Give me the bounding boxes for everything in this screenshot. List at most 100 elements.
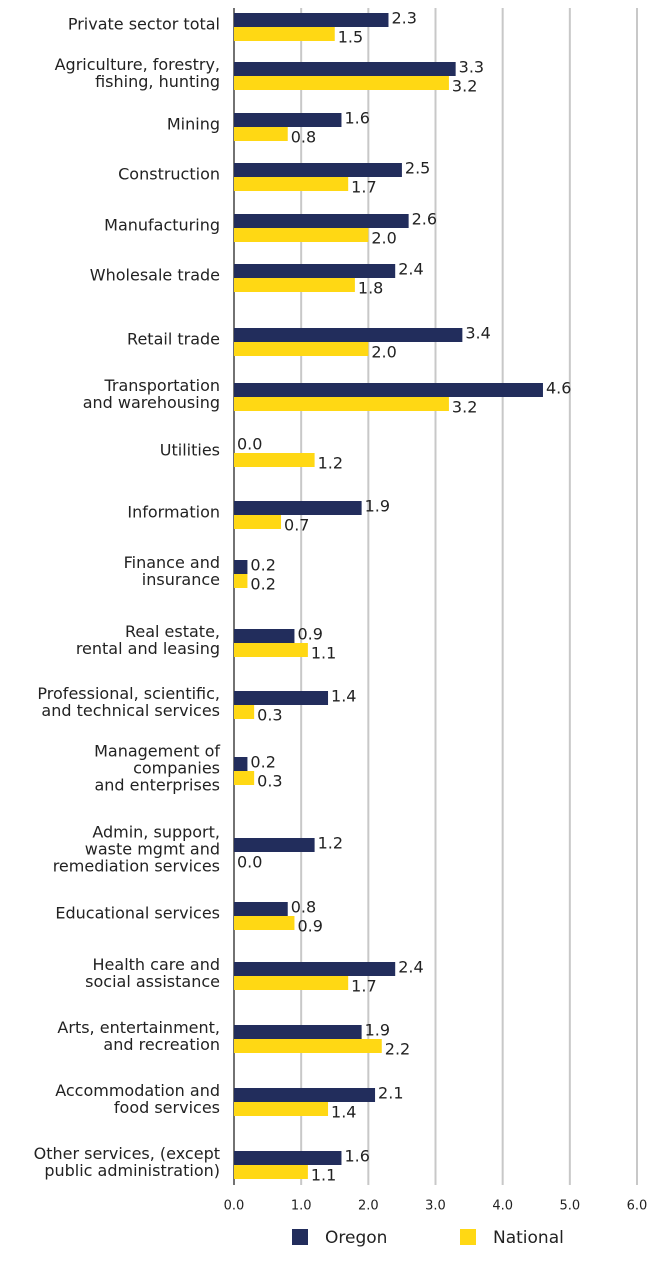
value-label: 0.8	[291, 128, 316, 147]
category-label: Mining	[166, 114, 220, 134]
bar	[234, 397, 449, 411]
value-label: 2.6	[412, 210, 437, 229]
value-label: 1.6	[344, 1147, 369, 1166]
category-label: Retail trade	[127, 329, 220, 349]
bar	[234, 163, 402, 177]
value-label: 1.7	[351, 178, 376, 197]
bar	[234, 902, 288, 916]
x-tick-label: 6.0	[627, 1199, 648, 1214]
value-label: 2.1	[378, 1084, 403, 1103]
value-label: 0.8	[291, 898, 316, 917]
category-label: Professional, scientific, and technical …	[37, 684, 220, 720]
bar	[234, 278, 355, 292]
category-label: Transportation and warehousing	[82, 376, 220, 412]
bar	[234, 560, 248, 574]
value-label: 0.3	[257, 772, 282, 791]
bar	[234, 342, 369, 356]
bar	[234, 643, 308, 657]
bar	[234, 574, 248, 588]
category-label: Educational services	[55, 903, 220, 923]
x-tick-label: 0.0	[224, 1199, 245, 1214]
value-label: 2.2	[385, 1040, 410, 1059]
bar	[234, 1151, 342, 1165]
value-label: 3.2	[452, 398, 477, 417]
bar	[234, 1025, 362, 1039]
value-label: 0.9	[297, 625, 322, 644]
bar	[234, 453, 315, 467]
bar	[234, 1102, 329, 1116]
bar	[234, 27, 335, 41]
category-label: Wholesale trade	[89, 265, 220, 285]
category-label: Health care and social assistance	[85, 955, 220, 991]
category-label: Real estate, rental and leasing	[75, 622, 220, 658]
value-label: 1.1	[311, 644, 336, 663]
value-label: 3.2	[452, 77, 477, 96]
value-label: 1.9	[365, 497, 390, 516]
value-label: 0.7	[284, 516, 309, 535]
value-label: 1.8	[358, 279, 383, 298]
category-label: Arts, entertainment, and recreation	[57, 1018, 220, 1054]
value-label: 1.6	[344, 109, 369, 128]
category-label: Manufacturing	[104, 215, 220, 235]
value-label: 3.3	[459, 58, 484, 77]
category-label: Other services, (except public administr…	[33, 1144, 220, 1180]
value-label: 0.0	[237, 435, 262, 454]
bar	[234, 1165, 308, 1179]
legend-swatch	[460, 1229, 476, 1245]
value-label: 1.2	[318, 454, 343, 473]
value-label: 1.7	[351, 977, 376, 996]
bar	[234, 264, 396, 278]
value-label: 2.5	[405, 159, 430, 178]
category-label: Utilities	[159, 440, 220, 460]
bar	[234, 962, 396, 976]
value-label: 1.9	[365, 1021, 390, 1040]
value-label: 2.4	[398, 260, 423, 279]
bar	[234, 328, 463, 342]
x-tick-label: 3.0	[425, 1199, 446, 1214]
value-label: 1.5	[338, 28, 363, 47]
value-label: 0.2	[250, 556, 275, 575]
category-label: Construction	[118, 164, 220, 184]
value-label: 2.4	[398, 958, 423, 977]
category-label: Information	[127, 502, 220, 522]
bar	[234, 62, 456, 76]
legend-label: National	[493, 1228, 564, 1248]
value-label: 4.6	[546, 379, 571, 398]
value-label: 2.0	[371, 229, 396, 248]
bar	[234, 177, 349, 191]
value-label: 0.0	[237, 853, 262, 872]
bar	[234, 113, 342, 127]
bar	[234, 771, 255, 785]
value-label: 0.9	[297, 917, 322, 936]
value-label: 0.2	[250, 575, 275, 594]
bar	[234, 214, 409, 228]
category-label: Finance and insurance	[123, 553, 220, 589]
bar	[234, 691, 329, 705]
x-tick-label: 4.0	[492, 1199, 513, 1214]
bar	[234, 838, 315, 852]
category-label: Management of companies and enterprises	[94, 741, 220, 795]
legend-swatch	[292, 1229, 308, 1245]
bar	[234, 127, 288, 141]
bar	[234, 515, 282, 529]
bar	[234, 501, 362, 515]
bar	[234, 1088, 376, 1102]
bar	[234, 1039, 382, 1053]
value-label: 1.4	[331, 687, 356, 706]
x-tick-label: 1.0	[291, 1199, 312, 1214]
x-tick-label: 2.0	[358, 1199, 379, 1214]
bar	[234, 705, 255, 719]
bar	[234, 228, 369, 242]
value-label: 1.1	[311, 1166, 336, 1185]
bar	[234, 916, 295, 930]
value-label: 3.4	[465, 324, 490, 343]
legend-label: Oregon	[325, 1228, 387, 1248]
x-tick-label: 5.0	[559, 1199, 580, 1214]
value-label: 1.2	[318, 834, 343, 853]
bar	[234, 13, 389, 27]
value-label: 0.3	[257, 706, 282, 725]
value-label: 0.2	[250, 753, 275, 772]
value-label: 1.4	[331, 1103, 356, 1122]
